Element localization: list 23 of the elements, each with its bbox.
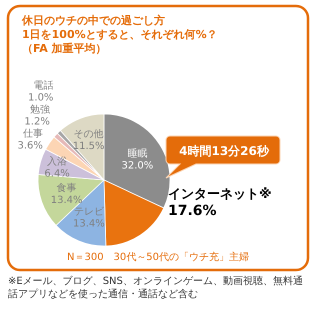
slice-label: 電話 [33, 79, 54, 92]
data-label: 1.2% [24, 116, 50, 128]
data-label: 11.5% [72, 141, 105, 152]
data-label: 13.4% [72, 218, 105, 230]
data-label: 1.0% [28, 92, 54, 104]
text: （FA 加重平均） [22, 42, 107, 55]
data-label: 3.6% [17, 140, 43, 152]
slice-label: その他 [74, 128, 104, 140]
slice-label: 入浴 [47, 155, 68, 168]
text: ※Eメール、ブログ、SNS、オンラインゲーム、動画視聴、無料通話アプリなどを使った通信・通話など含む [8, 275, 303, 300]
slice-label: 睡眠 [127, 148, 148, 160]
slice-label: 食事 [56, 182, 77, 194]
slice-label: インターネット※ [168, 187, 272, 202]
data-label: 32.0% [122, 160, 154, 172]
chart-subtitle: 1日を100%とすると、それぞれ何%？ [22, 28, 218, 41]
chart-title: 休日のウチの中での過ごし方 [21, 14, 165, 27]
data-label: 17.6% [168, 203, 217, 219]
text: 4時間13分26秒 [179, 144, 270, 158]
slice-label: 仕事 [22, 127, 43, 140]
slice-label: テレビ [74, 206, 105, 218]
text: N＝300 30代～50代の「ウチ充」主婦 [66, 251, 250, 263]
data-label: 13.4% [50, 195, 83, 206]
slice-label: 勉強 [30, 103, 50, 116]
